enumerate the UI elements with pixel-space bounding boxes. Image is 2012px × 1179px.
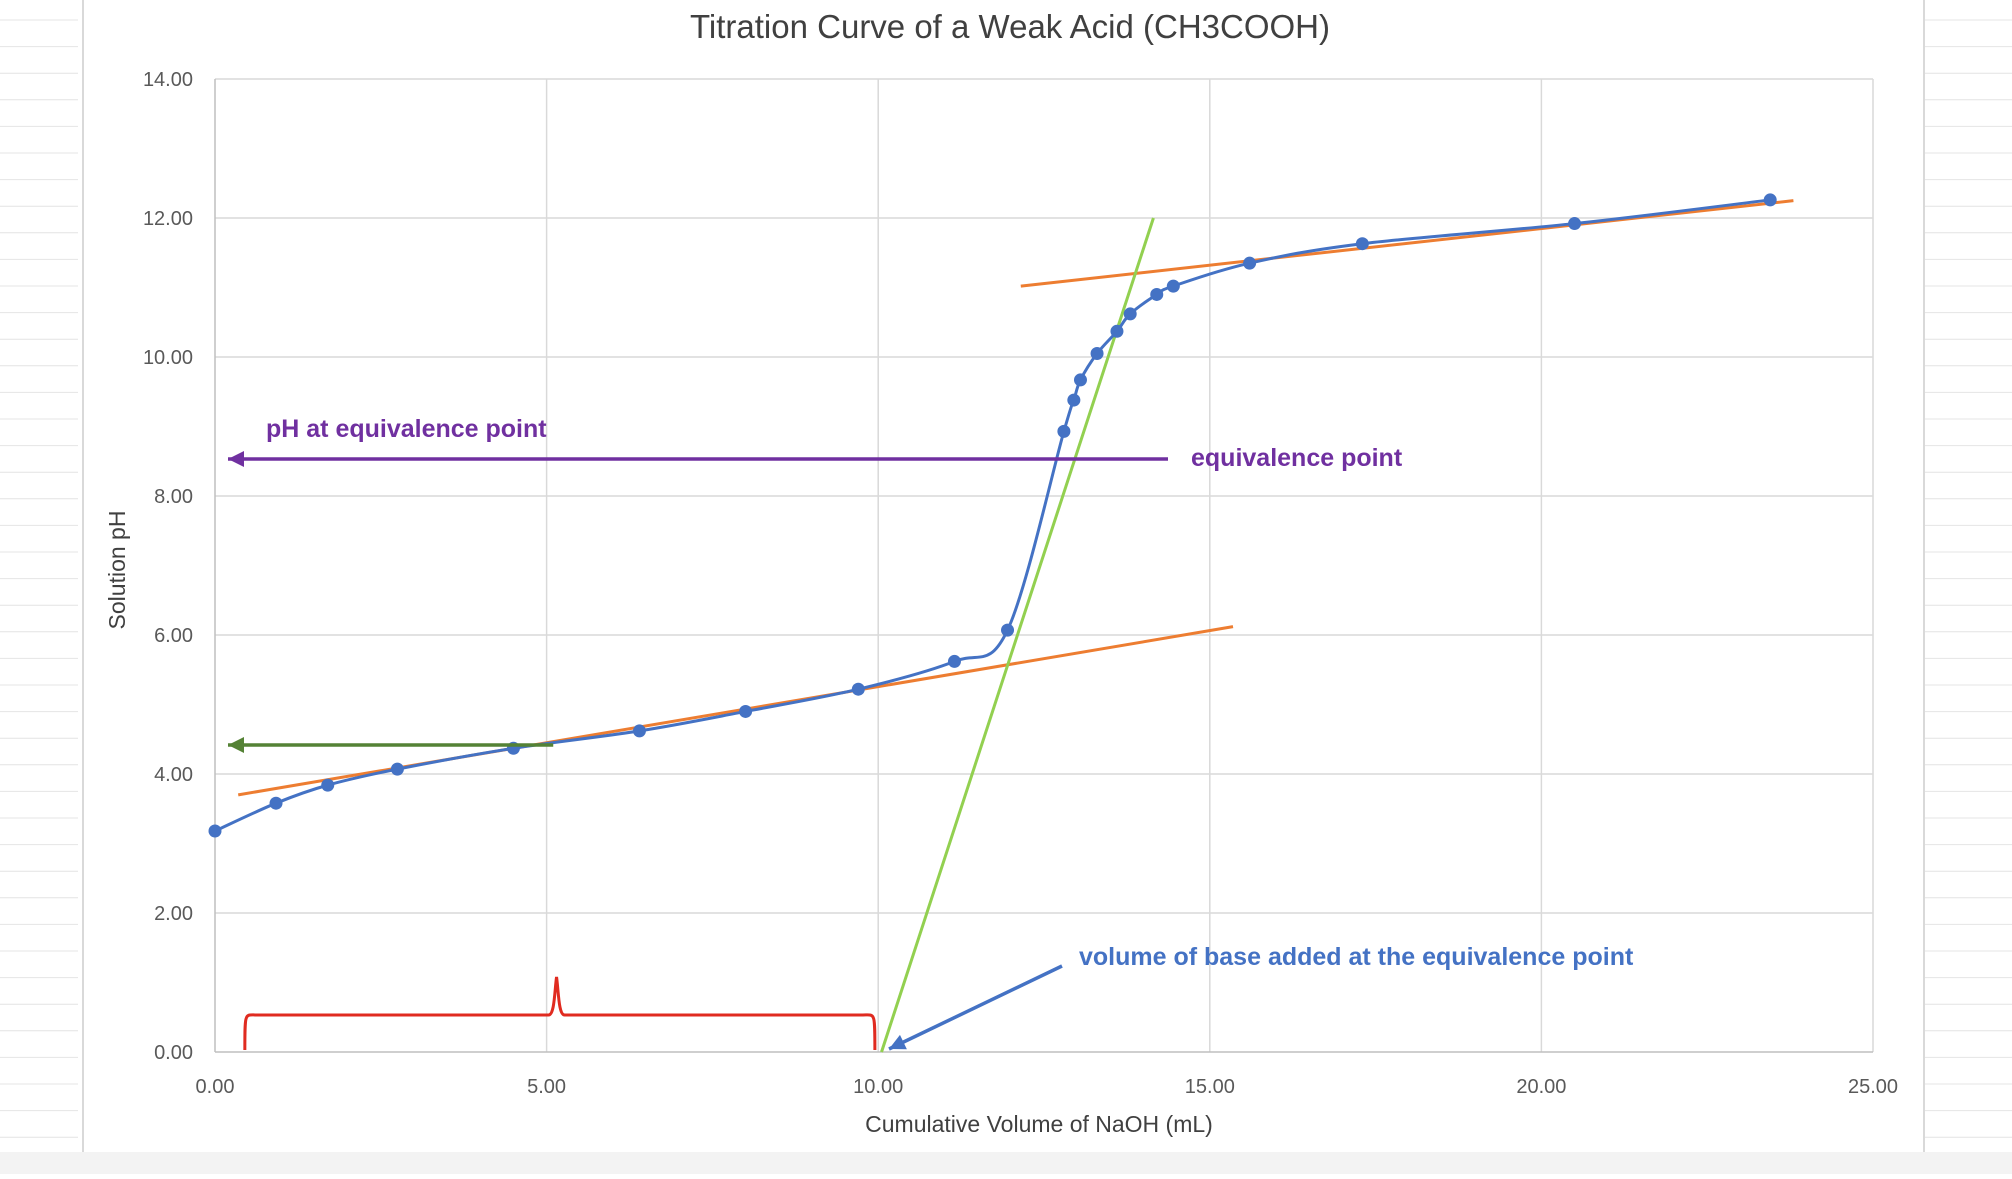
data-point (1355, 237, 1369, 251)
x-axis-title: Cumulative Volume of NaOH (mL) (865, 1111, 1213, 1137)
y-tick-label: 0.00 (154, 1042, 193, 1064)
data-point (1568, 217, 1582, 231)
data-point (1243, 256, 1257, 270)
data-point (1110, 324, 1124, 338)
data-point (1073, 373, 1087, 387)
y-tick-label: 8.00 (154, 486, 193, 508)
data-point (321, 778, 335, 792)
annotations (228, 451, 1168, 1051)
data-point (1150, 287, 1164, 301)
annotation-equivalence-point: equivalence point (1191, 444, 1403, 472)
series (208, 193, 1777, 838)
x-tick-label: 20.00 (1516, 1076, 1566, 1098)
equivalence-ph-arrow-head (228, 451, 244, 467)
x-tick-label: 15.00 (1185, 1076, 1235, 1098)
tangent-line-3 (880, 217, 1155, 1053)
x-tick-label: 10.00 (853, 1076, 903, 1098)
data-point (208, 824, 222, 838)
annotation-ph-at-equivalence: pH at equivalence point (266, 415, 547, 443)
data-point (739, 704, 753, 718)
half-equivalence-arrow-head (228, 737, 244, 753)
data-point (1001, 623, 1015, 637)
data-point (851, 682, 865, 696)
axes: 0.00 5.00 10.00 15.00 20.00 25.00 0.00 2.00 4.00… (143, 69, 1898, 1098)
y-tick-label: 6.00 (154, 625, 193, 647)
volume-brace (243, 976, 877, 1051)
y-tick-label: 12.00 (143, 208, 193, 230)
x-tick-label: 25.00 (1848, 1076, 1898, 1098)
y-axis-title: Solution pH (104, 511, 130, 630)
y-tick-label: 10.00 (143, 347, 193, 369)
data-point (1166, 279, 1180, 293)
tangent-line-2 (1020, 199, 1794, 288)
y-tick-label: 14.00 (143, 69, 193, 91)
volume-arrow-head (889, 1034, 907, 1050)
chart-title: Titration Curve of a Weak Acid (CH3COOH) (690, 8, 1330, 45)
x-tick-label: 5.00 (527, 1076, 566, 1098)
annotation-volume-at-equivalence: volume of base added at the equivalence … (1079, 943, 1634, 971)
grid (215, 78, 1874, 1052)
data-point (947, 654, 961, 668)
y-tick-label: 4.00 (154, 764, 193, 786)
data-point (1067, 393, 1081, 407)
data-point (1763, 193, 1777, 207)
data-point (390, 762, 404, 776)
sheet-bottom-bar (0, 1152, 2012, 1174)
x-tick-label: 0.00 (196, 1076, 235, 1098)
data-point (1123, 307, 1137, 321)
data-point (1057, 424, 1071, 438)
data-point (1090, 347, 1104, 361)
y-tick-label: 2.00 (154, 903, 193, 925)
data-point (269, 796, 283, 810)
volume-arrow (888, 964, 1063, 1051)
data-point (632, 724, 646, 738)
